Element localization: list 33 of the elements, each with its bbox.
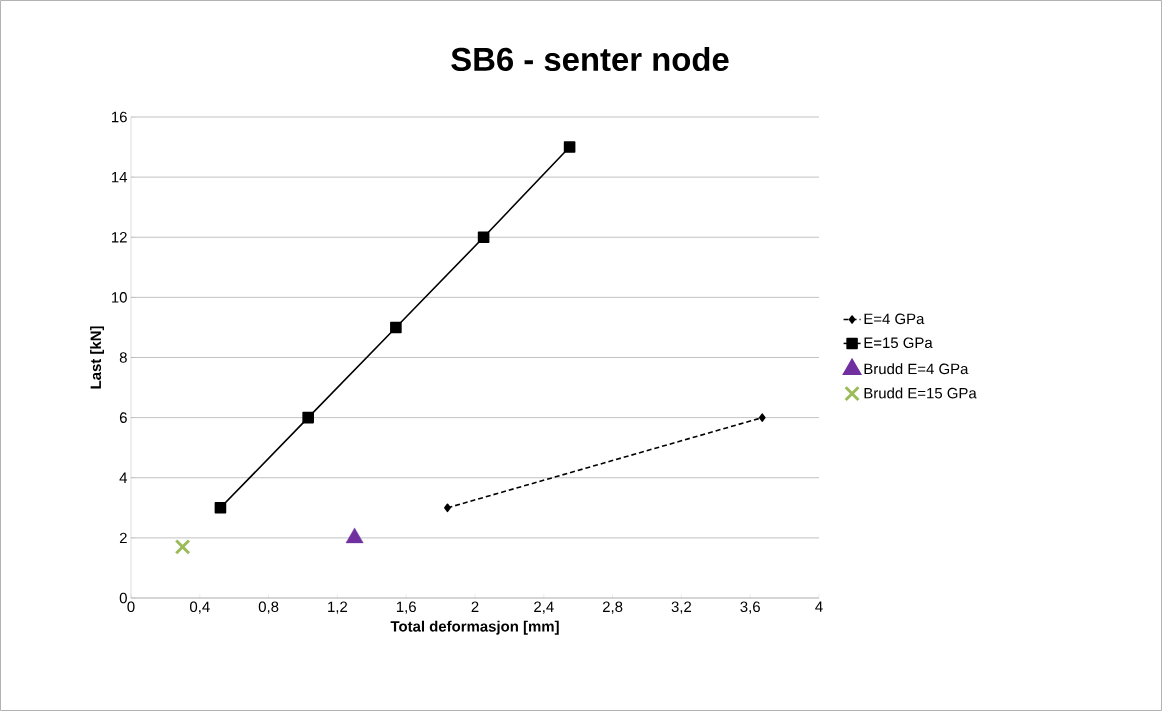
y-tick-label: 10	[112, 292, 127, 303]
point	[390, 321, 402, 334]
legend-label: Brudd E=15 GPa	[864, 387, 977, 399]
y-tick-label: 14	[112, 171, 128, 183]
y-tick-label: 8	[119, 352, 127, 363]
y-tick-label: 0	[119, 592, 127, 604]
point	[302, 411, 314, 424]
legend-label: E=15 GPa	[864, 337, 933, 349]
y-tick-label: 6	[119, 412, 127, 423]
x-tick-label: 0,4	[189, 601, 210, 614]
y-tick-label: 16	[112, 111, 127, 123]
point	[214, 502, 227, 514]
y-tick-label: 4	[119, 472, 128, 483]
y-tick-label: 2	[119, 532, 127, 544]
x-tick-label: 1,6	[396, 601, 416, 614]
point	[477, 231, 490, 244]
legend-label: Brudd E=4 GPa	[864, 363, 969, 375]
x-tick-label: 0,8	[258, 601, 279, 614]
x-axis-title: Total deformasjon [mm]	[390, 620, 559, 635]
x-tick-label: 3,6	[740, 601, 760, 614]
x-tick-label: 2	[471, 601, 479, 612]
y-axis-title: Last [kN]	[90, 326, 105, 389]
x-tick-label: 1,2	[328, 601, 348, 614]
chart-title: SB6 - senter node	[451, 46, 729, 72]
legend-label: E=4 GPa	[864, 313, 925, 325]
x-tick-label: 3,2	[671, 601, 692, 614]
point	[174, 539, 191, 555]
x-tick-label: 4	[815, 601, 823, 612]
x-tick-label: 2,4	[534, 601, 554, 614]
y-tick-label: 12	[112, 232, 127, 243]
point	[758, 413, 766, 422]
x-tick-label: 2,8	[602, 601, 623, 614]
point	[563, 141, 576, 153]
